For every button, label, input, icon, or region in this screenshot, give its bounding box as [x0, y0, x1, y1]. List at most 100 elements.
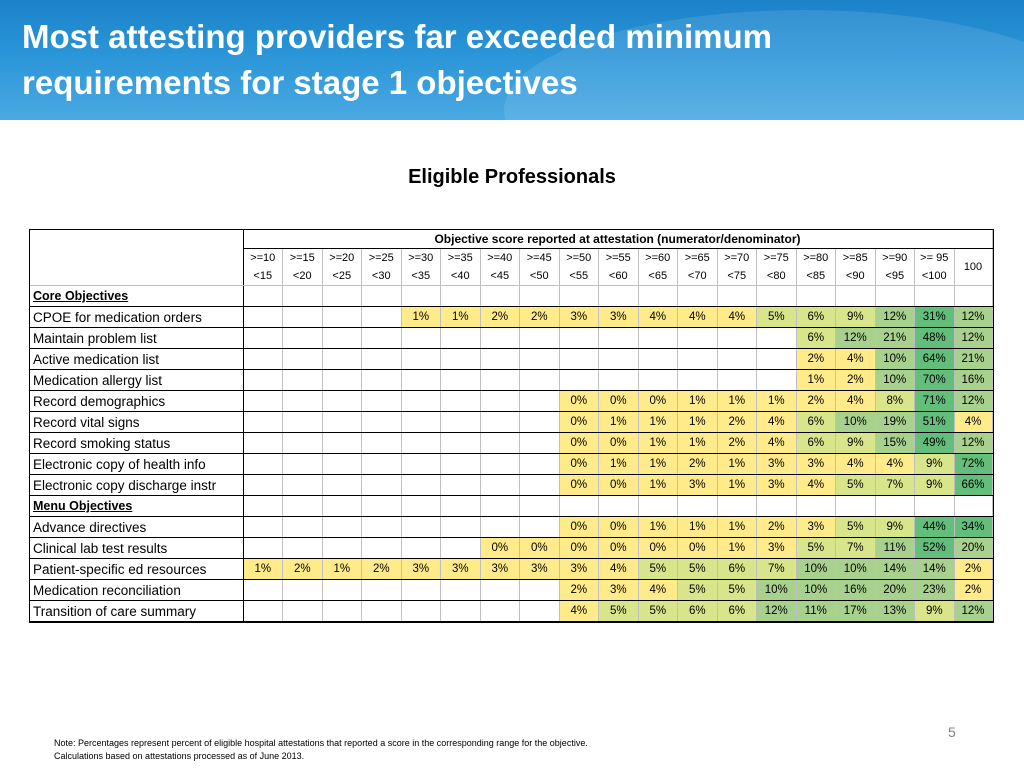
- percent-cell: [401, 432, 441, 454]
- percent-cell: 0%: [598, 432, 639, 454]
- percent-cell: 0%: [559, 432, 599, 454]
- section-blank-cell: [914, 285, 955, 307]
- percent-cell: 4%: [835, 348, 876, 370]
- percent-cell: [440, 390, 481, 412]
- percent-cell: [361, 453, 402, 475]
- percent-cell: [519, 579, 560, 601]
- range-upper-bound: <60: [598, 267, 639, 286]
- percent-cell: 10%: [796, 558, 836, 580]
- range-upper-bound: <95: [875, 267, 915, 286]
- range-upper-bound: <20: [282, 267, 323, 286]
- percent-cell: [361, 390, 402, 412]
- percent-cell: 1%: [638, 516, 678, 538]
- percent-cell: 4%: [638, 579, 678, 601]
- percent-cell: [282, 348, 323, 370]
- range-100-header: 100: [954, 248, 993, 286]
- percent-cell: [717, 327, 757, 349]
- percent-cell: [322, 537, 362, 559]
- percent-cell: 12%: [954, 600, 993, 622]
- percent-cell: 1%: [638, 432, 678, 454]
- percent-cell: [598, 327, 639, 349]
- footnote-line-1: Note: Percentages represent percent of e…: [54, 738, 588, 748]
- percent-cell: 49%: [914, 432, 955, 454]
- table-row: Maintain problem list 6% 12% 21% 48% 12%: [30, 327, 993, 349]
- percent-cell: 5%: [677, 558, 718, 580]
- percent-cell: [282, 327, 323, 349]
- percent-cell: 5%: [717, 579, 757, 601]
- header-banner: Most attesting providers far exceeded mi…: [0, 0, 1024, 120]
- objective-label: Maintain problem list: [30, 327, 244, 349]
- percent-cell: [519, 348, 560, 370]
- objective-label: CPOE for medication orders: [30, 306, 244, 328]
- percent-cell: 6%: [796, 411, 836, 433]
- section-blank-cell: [796, 495, 836, 517]
- objective-label: Advance directives: [30, 516, 244, 538]
- percent-cell: 3%: [756, 537, 797, 559]
- percent-cell: [401, 516, 441, 538]
- percent-cell: [282, 579, 323, 601]
- section-blank-cell: [875, 495, 915, 517]
- range-lower-bound: >=40: [480, 248, 520, 267]
- percent-cell: 4%: [835, 453, 876, 475]
- percent-cell: [440, 579, 481, 601]
- section-blank-cell: [322, 495, 362, 517]
- percent-cell: 1%: [677, 390, 718, 412]
- percent-cell: 2%: [796, 390, 836, 412]
- percent-cell: 0%: [559, 516, 599, 538]
- table-row: Clinical lab test results 0% 0% 0% 0% 0% 0% 1% 3…: [30, 537, 993, 559]
- section-blank-cell: [677, 495, 718, 517]
- percent-cell: [440, 453, 481, 475]
- section-blank-cell: [796, 285, 836, 307]
- percent-cell: 2%: [796, 348, 836, 370]
- percent-cell: [677, 369, 718, 391]
- percent-cell: [598, 348, 639, 370]
- section-blank-cell: [875, 285, 915, 307]
- percent-cell: [440, 327, 481, 349]
- percent-cell: 7%: [875, 474, 915, 496]
- page-number: 5: [948, 724, 956, 740]
- percent-cell: 52%: [914, 537, 955, 559]
- percent-cell: [638, 369, 678, 391]
- percent-cell: [243, 390, 283, 412]
- percent-cell: [440, 474, 481, 496]
- percent-cell: 4%: [638, 306, 678, 328]
- percent-cell: 3%: [519, 558, 560, 580]
- percent-cell: [401, 537, 441, 559]
- percent-cell: 14%: [875, 558, 915, 580]
- percent-cell: [559, 327, 599, 349]
- percent-cell: 70%: [914, 369, 955, 391]
- section-blank-cell: [717, 495, 757, 517]
- section-blank-cell: [756, 285, 797, 307]
- percent-cell: 1%: [677, 432, 718, 454]
- percent-cell: [440, 537, 481, 559]
- percent-cell: [480, 369, 520, 391]
- percent-cell: [322, 516, 362, 538]
- percent-cell: [361, 474, 402, 496]
- percent-cell: [717, 348, 757, 370]
- percent-cell: 51%: [914, 411, 955, 433]
- percent-cell: 3%: [756, 474, 797, 496]
- percent-cell: 1%: [677, 411, 718, 433]
- percent-cell: [361, 327, 402, 349]
- percent-cell: [480, 579, 520, 601]
- percent-cell: 0%: [598, 516, 639, 538]
- percent-cell: 1%: [440, 306, 481, 328]
- percent-cell: 1%: [638, 474, 678, 496]
- percent-cell: 21%: [954, 348, 993, 370]
- column-group-header: Objective score reported at attestation …: [243, 230, 993, 249]
- table-row: Electronic copy discharge instr 0% 0% 1% 3% 1…: [30, 474, 993, 496]
- percent-cell: 10%: [835, 411, 876, 433]
- percent-cell: 5%: [796, 537, 836, 559]
- objective-label: Transition of care summary: [30, 600, 244, 622]
- table-row: Medication reconciliation 2% 3% 4% 5% 5% 10% 10…: [30, 579, 993, 601]
- range-upper-bound: <55: [559, 267, 599, 286]
- range-upper-bound: <15: [243, 267, 283, 286]
- section-blank-cell: [480, 285, 520, 307]
- percent-cell: 10%: [835, 558, 876, 580]
- percent-cell: 31%: [914, 306, 955, 328]
- percent-cell: [401, 369, 441, 391]
- percent-cell: 3%: [677, 474, 718, 496]
- percent-cell: 4%: [677, 306, 718, 328]
- percent-cell: 0%: [598, 474, 639, 496]
- percent-cell: [243, 600, 283, 622]
